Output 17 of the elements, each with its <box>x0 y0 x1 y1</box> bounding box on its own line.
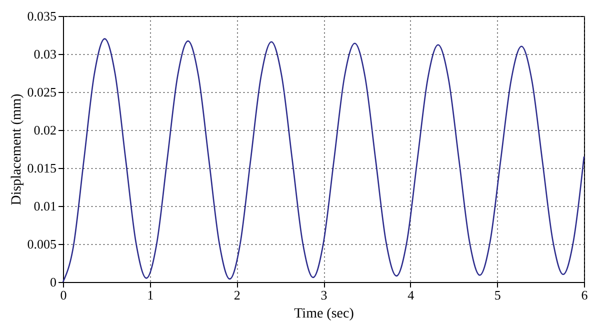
x-tick-label: 2 <box>234 288 240 302</box>
x-tick-label: 0 <box>60 288 67 302</box>
x-tick-label: 3 <box>320 288 328 302</box>
x-tick-label: 1 <box>147 288 154 302</box>
x-tick-label: 6 <box>581 288 588 302</box>
y-tick-label: 0.025 <box>27 84 56 100</box>
x-axis-title: Time (sec) <box>294 306 354 322</box>
y-tick-label: 0.015 <box>27 160 56 176</box>
y-tick-label: 0.02 <box>34 122 56 138</box>
y-tick-label: 0.005 <box>27 236 56 252</box>
y-tick-label: 0 <box>50 274 56 290</box>
y-tick-label: 0.03 <box>34 46 56 62</box>
x-tick-label: 4 <box>408 288 415 302</box>
y-tick-label: 0.035 <box>27 8 56 24</box>
y-axis-title: Displacement (mm) <box>9 93 24 206</box>
y-tick-label: 0.01 <box>34 198 56 214</box>
x-tick-label: 5 <box>494 288 501 302</box>
